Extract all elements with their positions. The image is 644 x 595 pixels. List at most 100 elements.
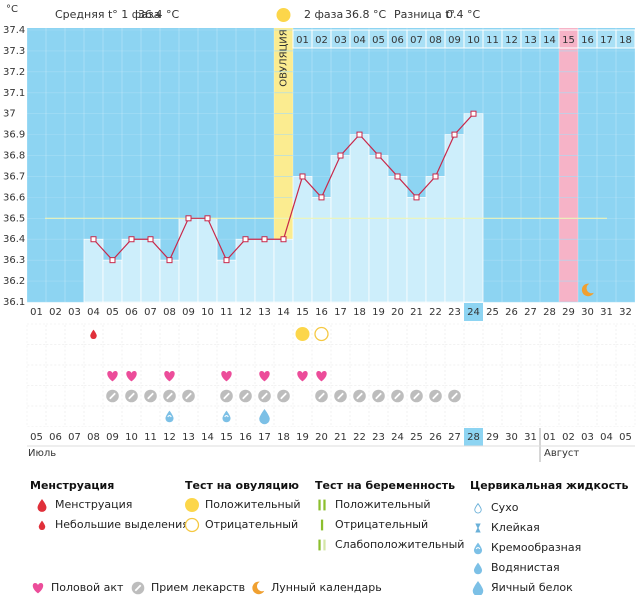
grid-cell [368, 364, 389, 386]
phase2-day: 04 [353, 35, 366, 46]
pill-slash [356, 392, 363, 400]
temperature-bar [273, 238, 294, 303]
temperature-point [299, 173, 306, 180]
x-tick-label: 19 [372, 307, 385, 318]
temperature-point [147, 236, 154, 243]
date-label: 17 [258, 432, 271, 443]
icon-heart [259, 371, 270, 382]
moon [252, 581, 265, 595]
temperature-point [451, 131, 458, 138]
grid-cell [235, 405, 256, 427]
grid-cell [64, 344, 85, 366]
legend-label: Положительный [335, 498, 431, 511]
grid-cell [501, 344, 522, 366]
temperature-point [90, 236, 97, 243]
date-label: 05 [30, 432, 43, 443]
temperature-bar [292, 176, 313, 303]
date-label: 30 [505, 432, 518, 443]
legend-label: Кремообразная [491, 541, 581, 554]
grid-cell [520, 323, 541, 345]
grid-cell [444, 344, 465, 366]
y-tick-label: 37.1 [3, 88, 25, 99]
grid-cell [292, 385, 313, 407]
grid-cell [520, 364, 541, 386]
heart [126, 371, 137, 382]
grid-cell [349, 323, 370, 345]
date-label: 16 [239, 432, 252, 443]
header-diff-label: Разница t° [394, 8, 455, 21]
icon-pill [448, 389, 461, 403]
grid-cell [45, 385, 66, 407]
grid-cell [558, 344, 579, 366]
grid-cell [273, 344, 294, 366]
grid-cell [539, 344, 560, 366]
temperature-bar [178, 217, 199, 303]
heart [316, 371, 327, 382]
circle [184, 517, 200, 533]
pill-slash [134, 584, 142, 592]
heart [107, 371, 118, 382]
date-label: 25 [410, 432, 423, 443]
pill-slash [166, 392, 173, 400]
temperature-bar [311, 197, 332, 303]
grid-cell [159, 344, 180, 366]
circle [276, 8, 291, 22]
date-label: 11 [144, 432, 157, 443]
grid-cell [539, 385, 560, 407]
icon-pill [144, 389, 157, 403]
temperature-bar [83, 238, 104, 303]
grid-cell [463, 405, 484, 427]
grid-cell [121, 405, 142, 427]
grid-cell [463, 385, 484, 407]
date-label: 06 [49, 432, 62, 443]
x-tick-label: 32 [619, 307, 632, 318]
legend-title: Цервикальная жидкость [470, 479, 628, 492]
temperature-bar [387, 176, 408, 303]
grid-cell [235, 344, 256, 366]
x-tick-label: 10 [201, 307, 214, 318]
x-tick-label: 26 [505, 307, 518, 318]
grid-cell [463, 323, 484, 345]
grid-cell [349, 405, 370, 427]
grid-cell [444, 364, 465, 386]
icon-pill [258, 389, 271, 403]
heart [32, 583, 44, 594]
y-tick-label: 37.4 [3, 25, 25, 36]
drop [472, 580, 484, 595]
icon-pill [334, 389, 347, 403]
drop [37, 499, 47, 512]
grid-cell [102, 344, 123, 366]
bar [318, 539, 321, 551]
grid-cell [425, 364, 446, 386]
icon-small [90, 329, 97, 340]
grid-cell [140, 344, 161, 366]
grid-cell [330, 405, 351, 427]
grid-cell [558, 323, 579, 345]
bar [318, 499, 321, 511]
grid-cell [368, 405, 389, 427]
x-tick-label: 15 [296, 307, 309, 318]
icon-pill [315, 389, 328, 403]
x-tick-label: 30 [581, 307, 594, 318]
grid-cell [26, 405, 47, 427]
grid-cell [140, 364, 161, 386]
grid-cell [463, 344, 484, 366]
icon-pill [372, 389, 385, 403]
x-tick-label: 02 [49, 307, 62, 318]
phase2-day: 17 [600, 35, 613, 46]
phase2-day: 11 [486, 35, 499, 46]
temperature-bar [463, 113, 484, 303]
bar [323, 539, 326, 551]
icon-pill [239, 389, 252, 403]
drop [474, 502, 482, 514]
x-tick-label: 17 [334, 307, 347, 318]
y-tick-label: 36.8 [3, 151, 25, 162]
hourglass [475, 523, 481, 533]
ovulation-column [274, 28, 293, 302]
grid-cell [273, 323, 294, 345]
grid-cell [26, 385, 47, 407]
grid-cell [254, 344, 275, 366]
legend-label: Водянистая [491, 561, 560, 574]
icon-creamy [165, 410, 174, 423]
